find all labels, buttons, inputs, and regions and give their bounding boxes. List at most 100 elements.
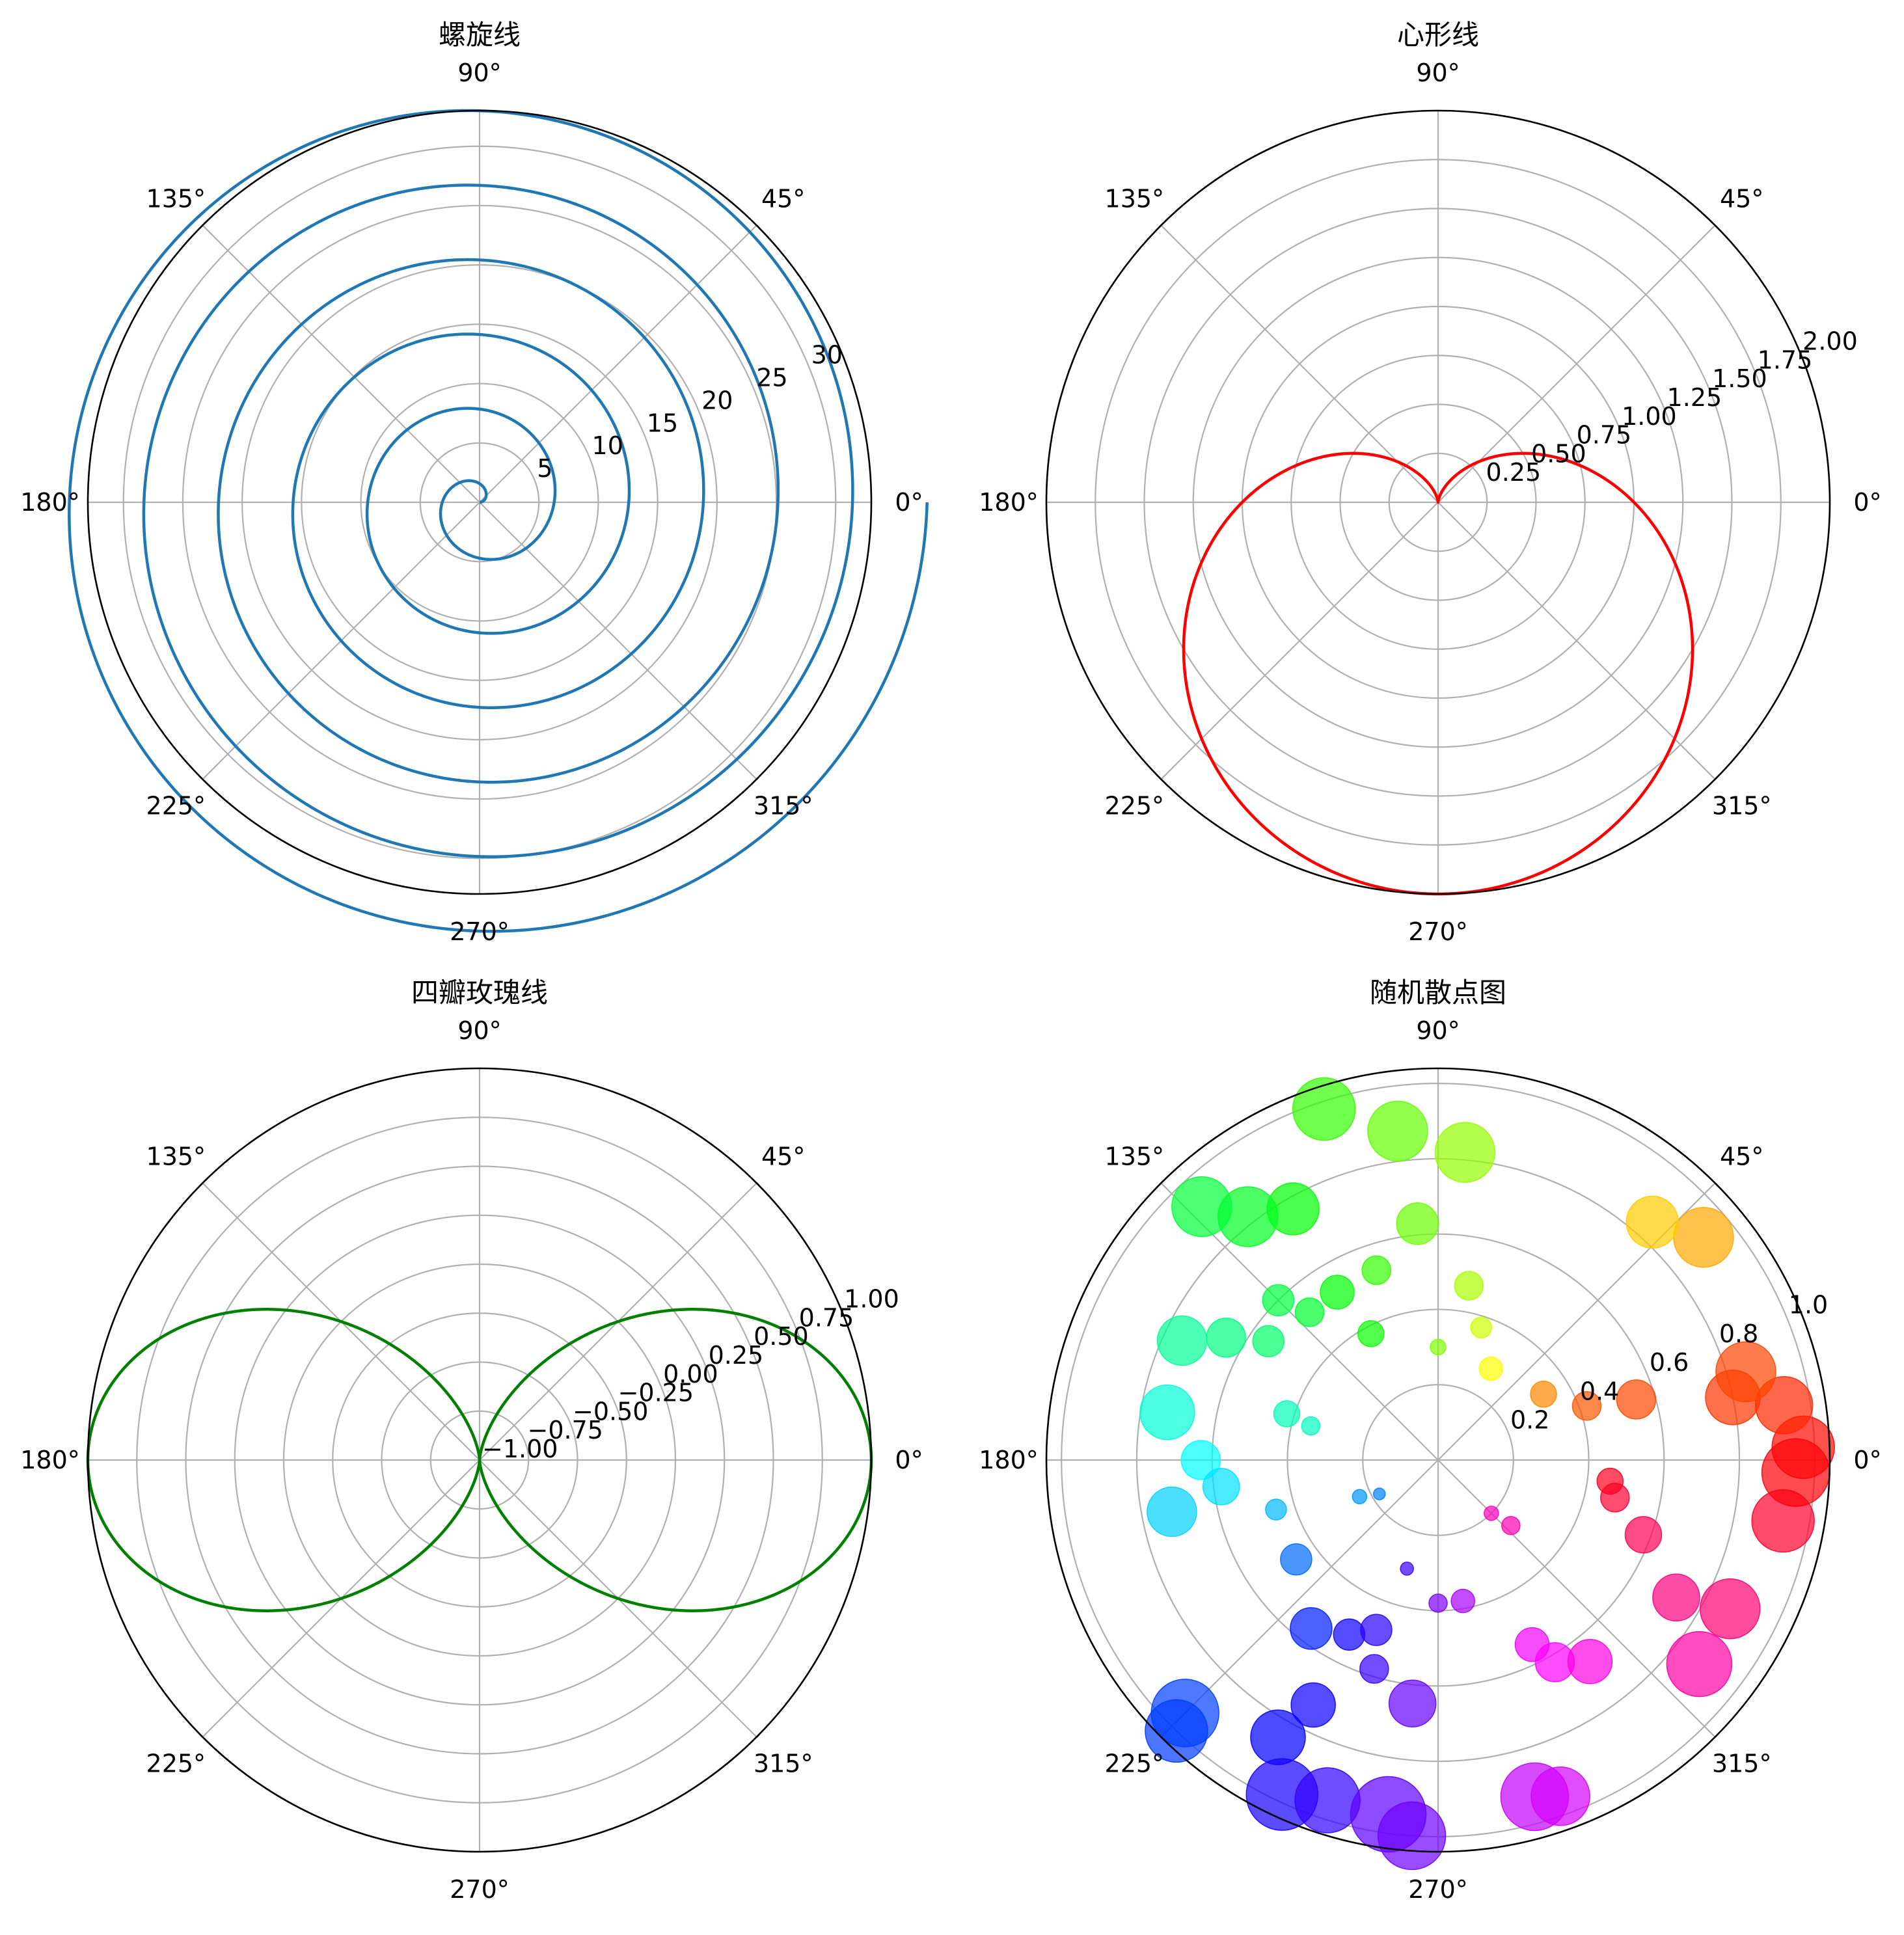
scatter-point bbox=[1470, 1316, 1492, 1339]
theta-tick-label: 225° bbox=[146, 792, 206, 820]
theta-gridline bbox=[1160, 502, 1439, 780]
theta-tick-label: 270° bbox=[450, 917, 510, 946]
r-tick-label: 1.75 bbox=[1758, 345, 1813, 374]
scatter-point bbox=[1430, 1338, 1447, 1356]
scatter-point bbox=[1673, 1206, 1734, 1268]
theta-tick-label: 270° bbox=[450, 1875, 510, 1904]
scatter-point bbox=[1625, 1195, 1679, 1249]
scatter-point bbox=[1320, 1275, 1355, 1310]
theta-tick-label: 180° bbox=[979, 488, 1039, 517]
scatter-point bbox=[1139, 1384, 1195, 1441]
scatter-point bbox=[1273, 1400, 1301, 1428]
chart-title-scatter: 随机散点图 bbox=[1369, 977, 1506, 1008]
scatter-point bbox=[1388, 1679, 1437, 1727]
scatter-point bbox=[1571, 1391, 1602, 1421]
theta-tick-label: 315° bbox=[754, 792, 813, 820]
scatter-point bbox=[1761, 1438, 1830, 1507]
theta-tick-label: 45° bbox=[1720, 184, 1763, 213]
scatter-point bbox=[1484, 1506, 1499, 1521]
theta-tick-label: 0° bbox=[1853, 1446, 1881, 1474]
r-tick-label: 0.75 bbox=[1577, 421, 1632, 450]
scatter-point bbox=[1206, 1318, 1246, 1358]
theta-tick-label: 90° bbox=[1416, 1016, 1460, 1045]
scatter-point bbox=[1373, 1487, 1386, 1500]
r-tick-label: 0.8 bbox=[1719, 1319, 1758, 1348]
scatter-point bbox=[1294, 1767, 1361, 1834]
scatter-point bbox=[1596, 1467, 1624, 1495]
series-line bbox=[1182, 452, 1694, 896]
theta-tick-label: 0° bbox=[1853, 488, 1881, 517]
theta-tick-label: 225° bbox=[146, 1750, 206, 1778]
theta-tick-label: 180° bbox=[20, 1446, 80, 1474]
r-tick-label: 0.25 bbox=[709, 1341, 764, 1370]
scatter-point bbox=[1454, 1271, 1484, 1301]
r-tick-label: 1.00 bbox=[1622, 402, 1677, 431]
scatter-point bbox=[1294, 1297, 1325, 1327]
r-tick-label: 25 bbox=[756, 363, 787, 392]
r-tick-label: −0.25 bbox=[618, 1379, 694, 1407]
scatter-point bbox=[1450, 1588, 1475, 1614]
theta-gridline bbox=[202, 224, 480, 503]
theta-tick-label: 0° bbox=[895, 1446, 923, 1474]
scatter-point bbox=[1280, 1543, 1312, 1576]
polar-frame bbox=[1045, 109, 1831, 895]
r-tick-label: 0.00 bbox=[663, 1360, 718, 1388]
scatter-point bbox=[1180, 1440, 1221, 1480]
polar-chart-cardioid: 0° 45° 90° 135° 180° 225° 270° 315° 0.250.500.75… bbox=[979, 59, 1881, 946]
scatter-point bbox=[1715, 1341, 1776, 1403]
r-tick-label: 5 bbox=[537, 454, 552, 483]
theta-tick-label: 90° bbox=[1416, 59, 1460, 87]
scatter-point bbox=[1292, 1077, 1356, 1141]
scatter-point bbox=[1359, 1654, 1389, 1684]
r-tick-label: 0.75 bbox=[799, 1303, 854, 1332]
theta-gridline bbox=[1437, 224, 1716, 503]
scatter-point bbox=[1567, 1638, 1613, 1685]
r-tick-label: 0.50 bbox=[1531, 439, 1586, 468]
scatter-point bbox=[1262, 1284, 1295, 1317]
polar-frame bbox=[87, 1067, 873, 1853]
scatter-point bbox=[1666, 1631, 1733, 1698]
theta-tick-label: 225° bbox=[1105, 1750, 1165, 1778]
scatter-point bbox=[1478, 1356, 1503, 1381]
theta-tick-label: 315° bbox=[1712, 792, 1772, 820]
r-tick-label: 1.00 bbox=[844, 1285, 899, 1314]
theta-gridline bbox=[1160, 224, 1439, 503]
chart-title-spiral: 螺旋线 bbox=[438, 19, 521, 51]
scatter-point bbox=[1396, 1202, 1439, 1245]
theta-tick-label: 225° bbox=[1105, 792, 1165, 820]
r-tick-label: −1.00 bbox=[482, 1435, 558, 1463]
scatter-point bbox=[1434, 1122, 1496, 1183]
theta-tick-label: 135° bbox=[146, 1142, 206, 1170]
scatter-point bbox=[1428, 1593, 1448, 1613]
scatter-point bbox=[1252, 1325, 1285, 1358]
scatter-point bbox=[1357, 1320, 1385, 1347]
scatter-point bbox=[1367, 1100, 1428, 1162]
chart-title-rose: 四瓣玫瑰线 bbox=[411, 977, 548, 1008]
theta-tick-label: 315° bbox=[754, 1750, 813, 1778]
theta-tick-label: 90° bbox=[457, 59, 501, 87]
r-tick-label: 0.25 bbox=[1486, 458, 1542, 487]
r-tick-label: 20 bbox=[701, 386, 733, 414]
scatter-point bbox=[1699, 1578, 1761, 1640]
theta-tick-label: 180° bbox=[20, 488, 80, 517]
scatter-point bbox=[1377, 1801, 1447, 1871]
r-tick-label: −0.75 bbox=[528, 1416, 603, 1444]
r-tick-label: 1.50 bbox=[1712, 364, 1767, 393]
r-tick-label: 0.6 bbox=[1650, 1348, 1689, 1377]
theta-tick-label: 135° bbox=[1105, 1142, 1165, 1170]
scatter-point bbox=[1361, 1255, 1391, 1285]
scatter-point bbox=[1290, 1682, 1336, 1728]
scatter-point bbox=[1290, 1607, 1333, 1650]
theta-tick-label: 180° bbox=[979, 1446, 1039, 1474]
scatter-point bbox=[1301, 1416, 1321, 1436]
theta-gridline bbox=[1437, 502, 1716, 780]
scatter-point bbox=[1530, 1766, 1590, 1826]
theta-tick-label: 90° bbox=[457, 1016, 501, 1045]
r-tick-label: 1.0 bbox=[1789, 1290, 1828, 1319]
series-line bbox=[68, 109, 929, 933]
r-tick-label: 0.50 bbox=[754, 1322, 809, 1351]
theta-gridline bbox=[1437, 1459, 1716, 1738]
polar-frame bbox=[87, 109, 873, 895]
r-tick-label: 1.25 bbox=[1667, 383, 1722, 412]
